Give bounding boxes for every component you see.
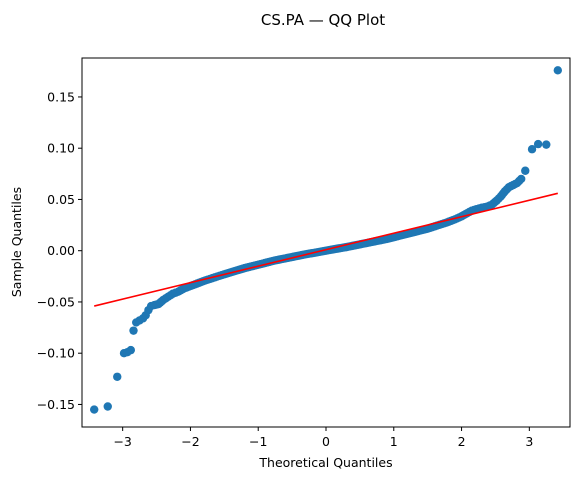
x-tick-label: −2: [181, 434, 199, 449]
data-point: [542, 140, 551, 149]
data-point: [527, 145, 537, 154]
chart-title: CS.PA — QQ Plot: [261, 11, 385, 29]
x-tick-label: 1: [390, 434, 398, 449]
data-point: [103, 402, 112, 411]
data-point: [521, 166, 530, 175]
plot-frame: [81, 57, 571, 428]
x-tick-label: −3: [113, 434, 131, 449]
data-point: [126, 345, 135, 355]
x-tick-label: 3: [525, 434, 533, 449]
y-tick-label: 0.00: [47, 243, 75, 258]
y-tick-label: 0.10: [47, 141, 75, 156]
x-tick-label: 2: [458, 434, 466, 449]
data-point: [90, 405, 99, 414]
reference-line-layer: [94, 192, 558, 307]
data-point: [129, 326, 138, 335]
scatter-points: [90, 66, 562, 414]
y-axis-ticks: −0.15 −0.10 −0.05 0.00 0.05 0.10 0.15: [37, 89, 82, 412]
data-point: [533, 139, 543, 149]
x-tick-label: −1: [249, 434, 267, 449]
x-axis-label: Theoretical Quantiles: [258, 455, 392, 470]
reference-line: [94, 192, 558, 307]
x-axis-ticks: −3 −2 −1 0 1 2 3: [113, 427, 533, 449]
data-point: [514, 176, 524, 186]
x-tick-label: 0: [322, 434, 330, 449]
data-point: [553, 66, 562, 75]
y-tick-label: −0.05: [37, 294, 75, 309]
data-point: [113, 372, 122, 381]
plot-area: [90, 66, 562, 414]
y-tick-label: 0.15: [47, 89, 75, 104]
y-axis-label: Sample Quantiles: [9, 187, 24, 297]
y-tick-label: −0.10: [37, 346, 75, 361]
y-tick-label: 0.05: [47, 192, 75, 207]
y-tick-label: −0.15: [37, 397, 75, 412]
